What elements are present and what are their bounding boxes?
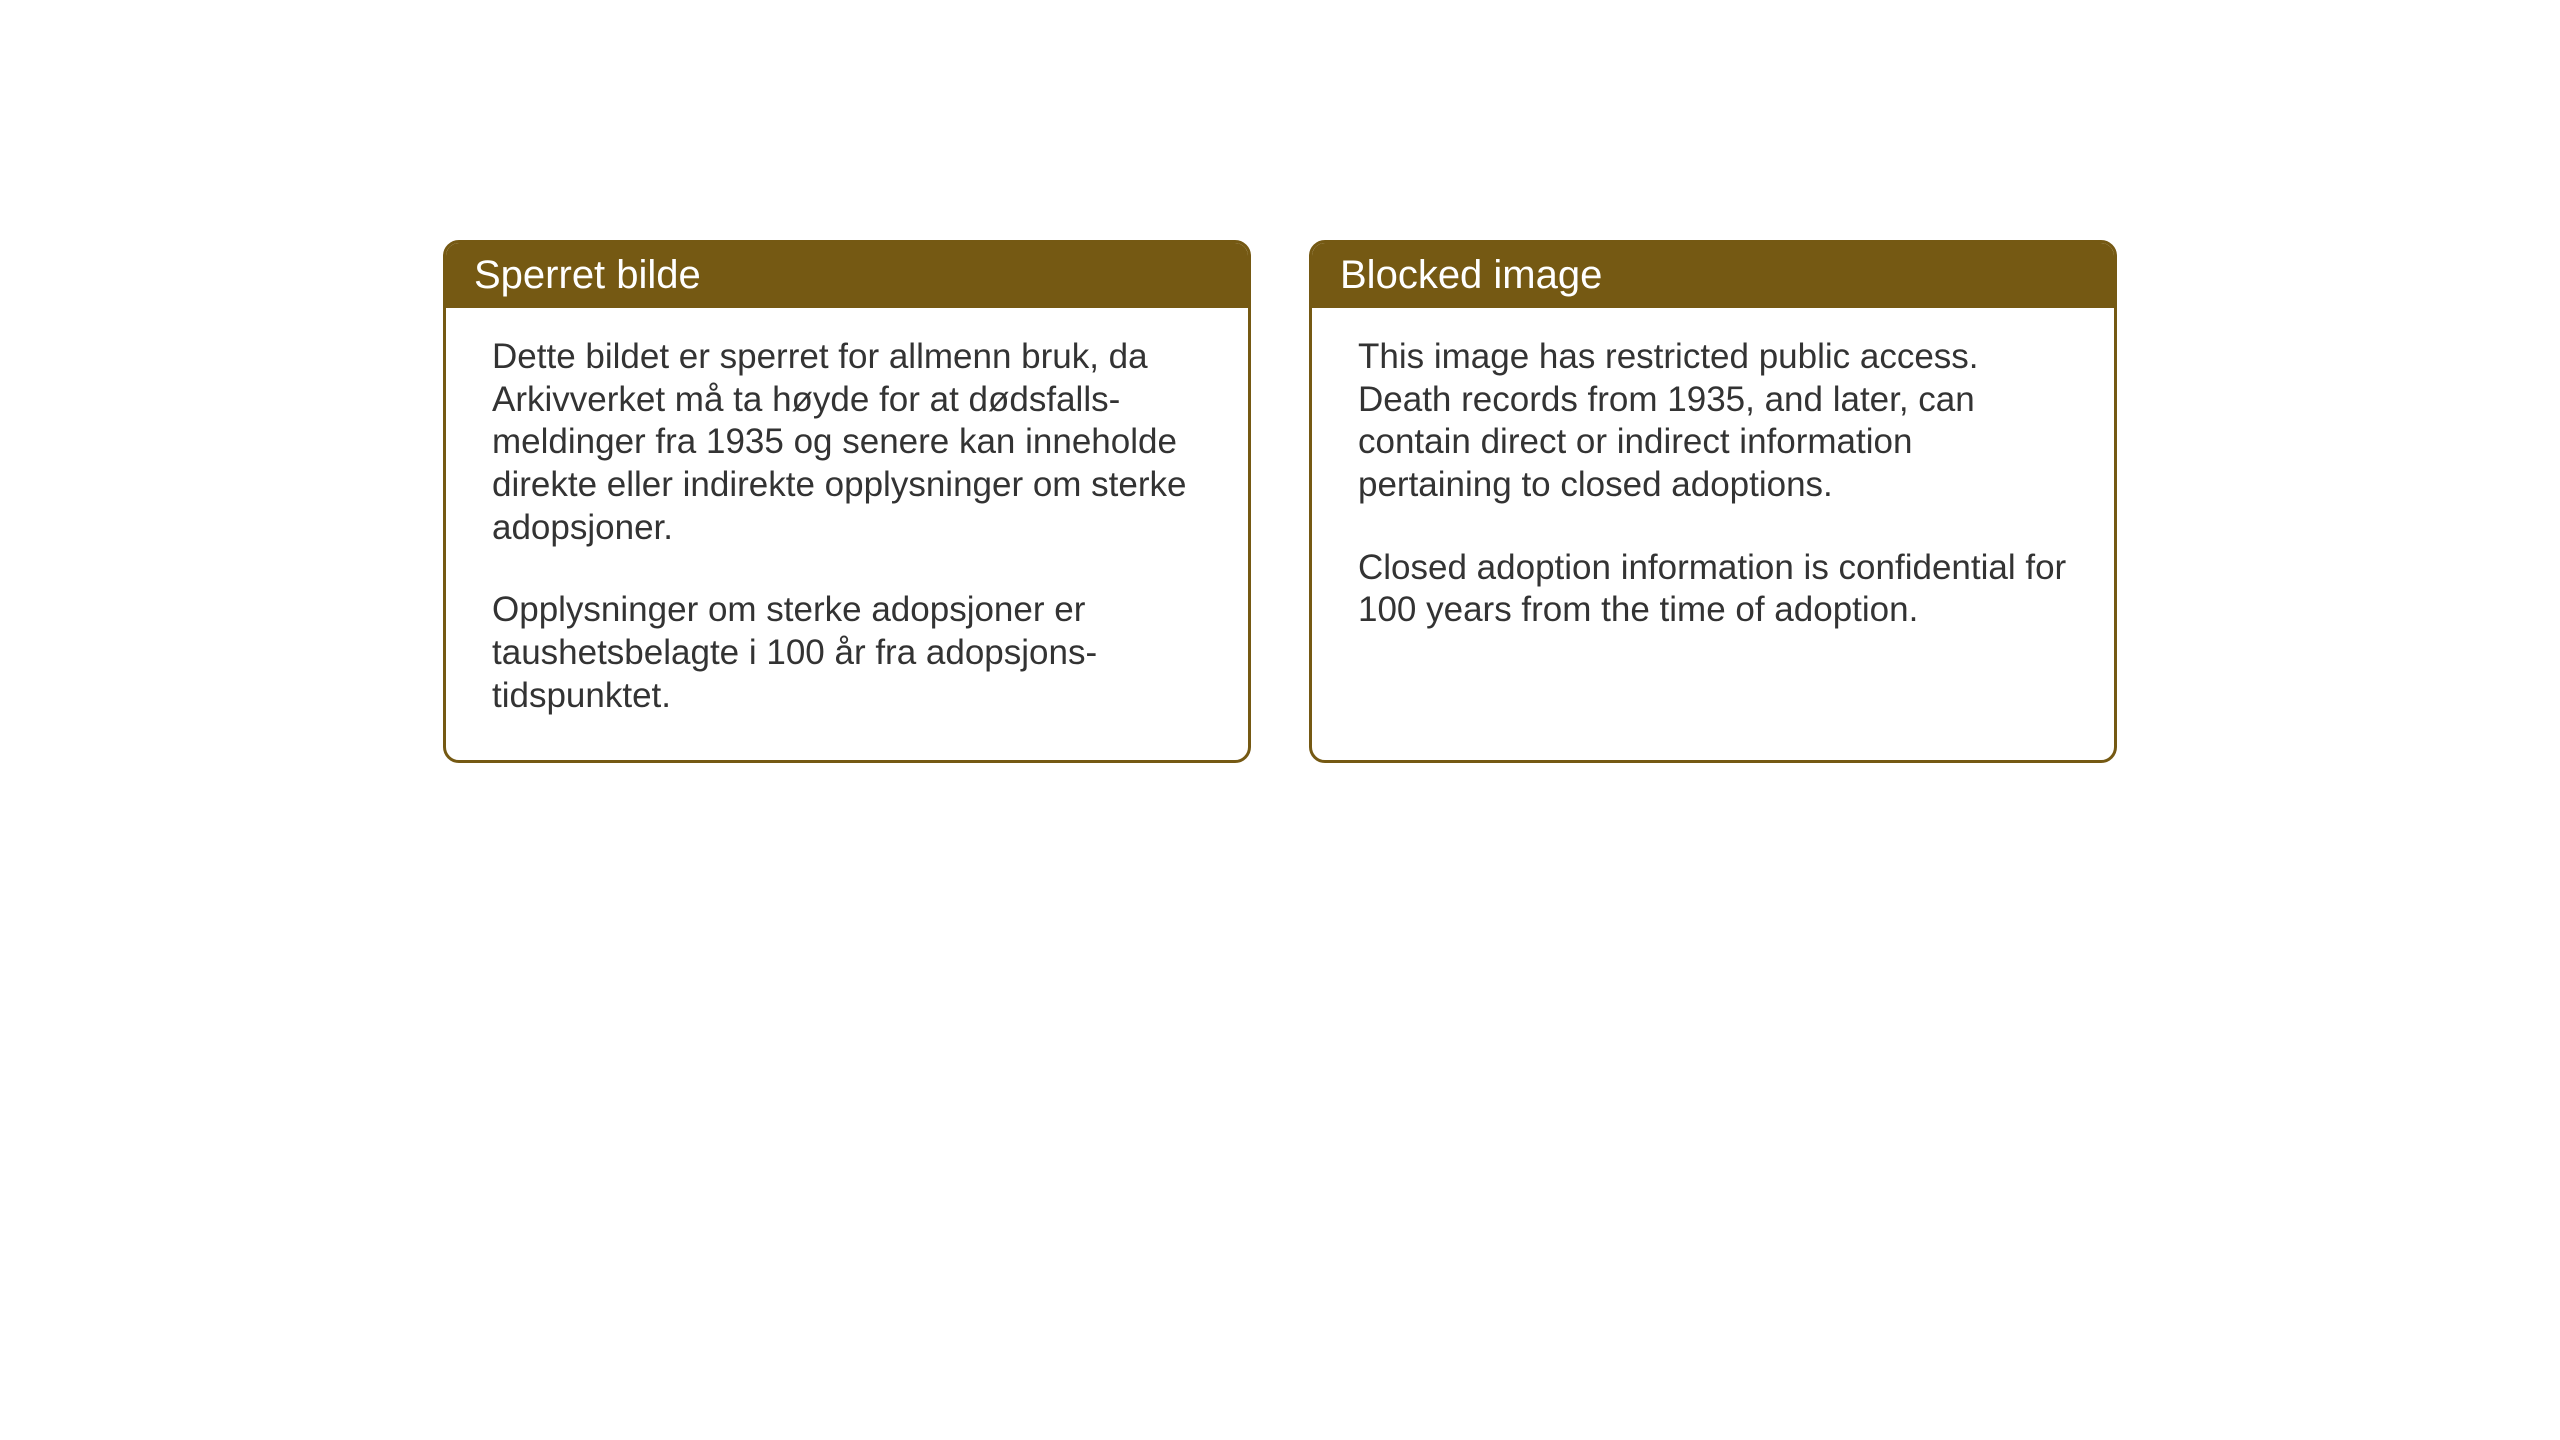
card-body-norwegian: Dette bildet er sperret for allmenn bruk… [446, 308, 1248, 760]
card-title-norwegian: Sperret bilde [446, 243, 1248, 308]
notice-container: Sperret bilde Dette bildet er sperret fo… [443, 240, 2117, 763]
paragraph-1-norwegian: Dette bildet er sperret for allmenn bruk… [492, 336, 1202, 549]
notice-card-english: Blocked image This image has restricted … [1309, 240, 2117, 763]
card-body-english: This image has restricted public access.… [1312, 308, 2114, 674]
paragraph-1-english: This image has restricted public access.… [1358, 336, 2068, 507]
notice-card-norwegian: Sperret bilde Dette bildet er sperret fo… [443, 240, 1251, 763]
card-title-english: Blocked image [1312, 243, 2114, 308]
paragraph-2-english: Closed adoption information is confident… [1358, 547, 2068, 632]
paragraph-2-norwegian: Opplysninger om sterke adopsjoner er tau… [492, 589, 1202, 717]
